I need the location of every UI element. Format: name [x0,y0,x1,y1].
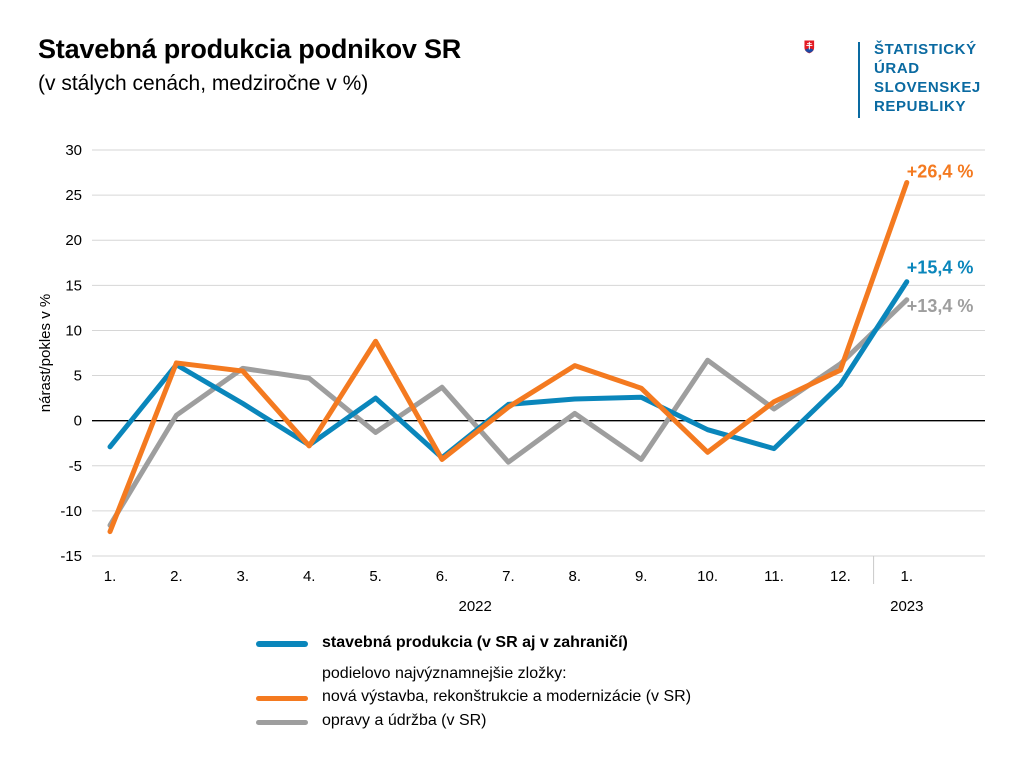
end-value-label: +26,4 % [907,161,974,181]
y-axis-label: nárast/pokles v % [37,294,54,412]
logo-line: ÚRAD [874,60,920,77]
y-tick-label: 20 [65,232,82,249]
x-tick-label: 3. [237,568,250,585]
logo-line: ŠTATISTICKÝ [874,41,977,58]
chart-title: Stavebná produkcia podnikov SR [38,34,462,64]
x-tick-label: 5. [369,568,382,585]
legend-label: nová výstavba, rekonštrukcie a modernizá… [322,688,692,705]
institution-logo-text: ŠTATISTICKÝ ÚRAD SLOVENSKEJ REPUBLIKY [874,40,981,116]
legend-label: opravy a údržba (v SR) [322,712,487,729]
x-tick-label: 11. [764,568,784,585]
logo-line: REPUBLIKY [874,98,967,115]
y-tick-label: -10 [60,503,82,520]
year-label: 2023 [890,598,923,615]
y-tick-label: 15 [65,277,82,294]
x-tick-label: 9. [635,568,648,585]
end-value-label: +15,4 % [907,258,974,278]
x-tick-label: 4. [303,568,316,585]
x-tick-label: 10. [697,568,718,585]
series-line [107,297,910,528]
y-tick-label: -15 [60,548,82,565]
y-tick-label: 0 [74,413,82,430]
y-tick-label: 30 [65,142,82,159]
coat-of-arms-icon [804,40,815,54]
legend-swatch [256,641,308,647]
y-tick-label: -5 [69,458,82,475]
x-tick-label: 12. [830,568,851,585]
end-value-label: +13,4 % [907,296,974,316]
x-tick-label: 8. [569,568,582,585]
legend-swatch [256,720,308,725]
legend-label: stavebná produkcia (v SR aj v zahraničí) [322,634,628,651]
x-tick-label: 7. [502,568,515,585]
x-tick-label: 2. [170,568,183,585]
chart-subtitle: (v stálych cenách, medziročne v %) [38,72,369,95]
y-tick-label: 10 [65,322,82,339]
legend-note-text: podielovo najvýznamnejšie zložky: [322,665,567,682]
y-tick-label: 5 [74,368,82,385]
year-label: 2022 [459,598,492,615]
legend-swatch [256,696,308,701]
logo-separator [858,42,860,118]
x-tick-label: 1. [104,568,117,585]
x-tick-label: 6. [436,568,449,585]
series-line [107,179,910,535]
logo-line: SLOVENSKEJ [874,79,981,96]
x-tick-label: 1. [901,568,914,585]
y-tick-label: 25 [65,187,82,204]
